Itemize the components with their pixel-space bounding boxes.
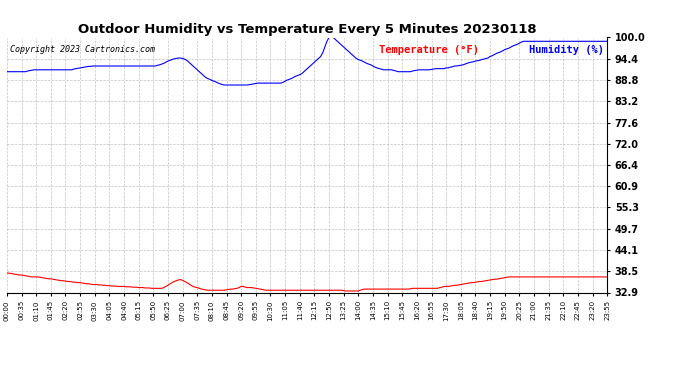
Text: Humidity (%): Humidity (%): [529, 45, 604, 55]
Title: Outdoor Humidity vs Temperature Every 5 Minutes 20230118: Outdoor Humidity vs Temperature Every 5 …: [78, 23, 536, 36]
Text: Temperature (°F): Temperature (°F): [379, 45, 479, 55]
Text: Copyright 2023 Cartronics.com: Copyright 2023 Cartronics.com: [10, 45, 155, 54]
